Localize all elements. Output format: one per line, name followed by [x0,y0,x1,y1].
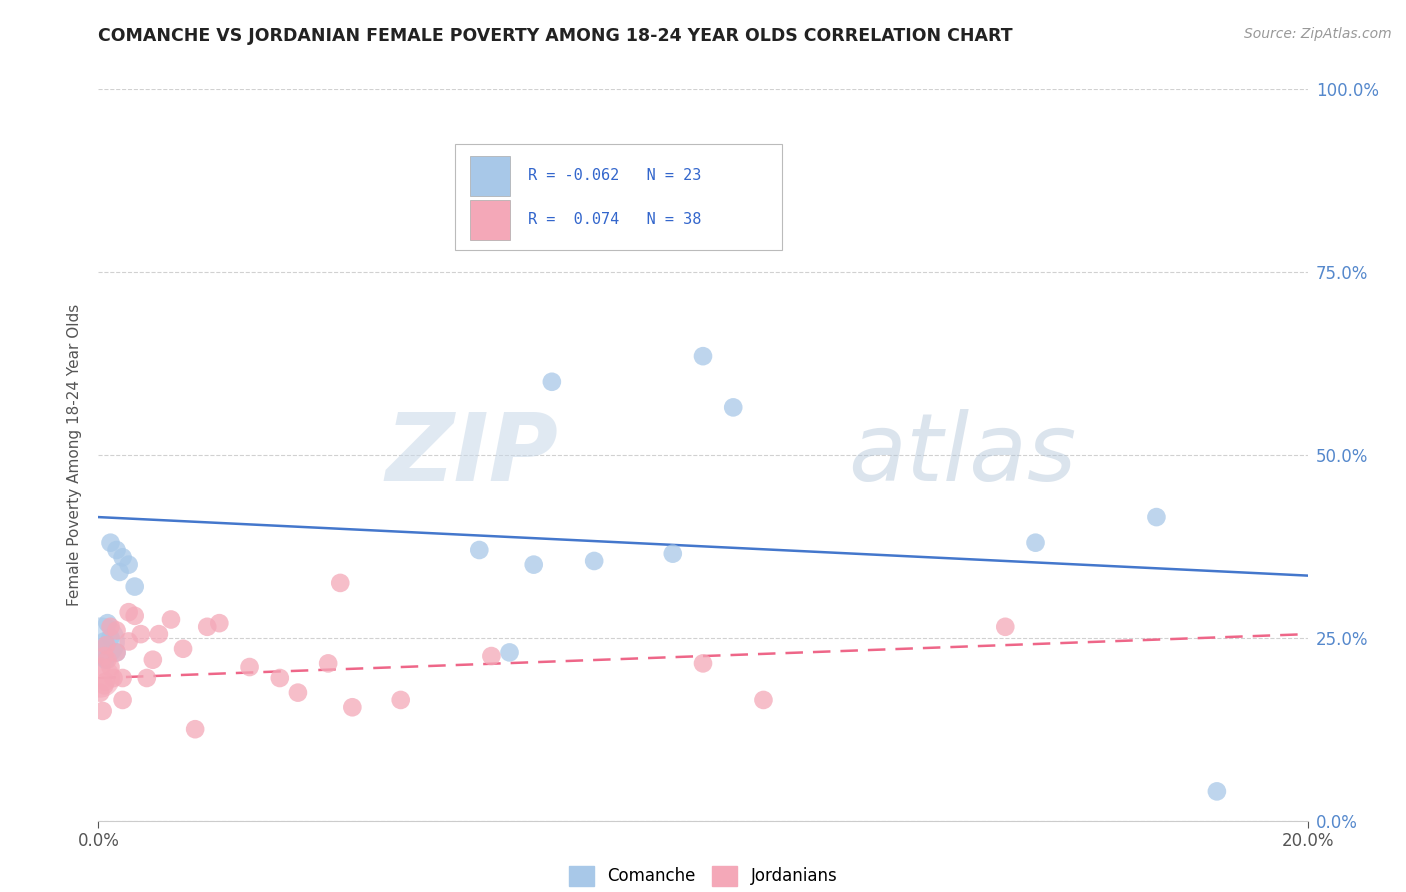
Point [90,634,112,648]
Text: atlas: atlas [848,409,1077,500]
Point [129,627,152,641]
Point [184,723,207,737]
Text: R =  0.074   N = 38: R = 0.074 N = 38 [527,212,702,227]
Point [160,613,183,627]
Bar [470,156,509,196]
Point [1206,784,1229,798]
Point [239,660,262,674]
Point [523,558,546,572]
Point [118,634,141,648]
Point [100,631,122,645]
Point [91,641,114,656]
Point [96,616,118,631]
Point [1144,510,1167,524]
Point [93,634,115,648]
Point [329,576,352,591]
Point [148,627,170,641]
Point [124,608,146,623]
Point [118,605,141,619]
FancyBboxPatch shape [456,144,782,250]
Point [111,671,134,685]
Point [105,543,128,558]
Bar [470,200,509,240]
Point [93,678,115,692]
Point [540,375,562,389]
Point [89,686,111,700]
Point [105,645,128,659]
Point [89,671,111,685]
Point [93,649,115,664]
Point [118,558,141,572]
Point [692,349,714,363]
Point [142,653,165,667]
Point [91,704,114,718]
Text: ZIP: ZIP [385,409,558,501]
Point [389,693,412,707]
Point [103,671,125,685]
Point [111,550,134,565]
Point [124,580,146,594]
Point [342,700,364,714]
Point [316,657,339,671]
Point [100,660,122,674]
Point [468,543,491,558]
Point [135,671,157,685]
Point [172,641,194,656]
Point [105,624,128,638]
Point [111,693,134,707]
Point [105,645,128,659]
Point [287,686,309,700]
Text: R = -0.062   N = 23: R = -0.062 N = 23 [527,169,702,184]
Point [723,401,745,415]
Point [195,620,218,634]
Point [692,657,714,671]
Point [96,653,118,667]
Legend: Comanche, Jordanians: Comanche, Jordanians [562,859,844,892]
Point [96,638,118,652]
Point [90,660,112,674]
Point [100,620,122,634]
Point [208,616,231,631]
Point [94,653,117,667]
Point [481,649,503,664]
Point [752,693,775,707]
Point [1024,535,1046,549]
Y-axis label: Female Poverty Among 18-24 Year Olds: Female Poverty Among 18-24 Year Olds [67,304,83,606]
Point [662,547,685,561]
Point [100,535,122,549]
Point [498,645,520,659]
Text: Source: ZipAtlas.com: Source: ZipAtlas.com [1244,27,1392,41]
Point [94,674,117,689]
Point [994,620,1017,634]
Point [269,671,291,685]
Point [583,554,606,568]
Point [108,565,131,579]
Text: COMANCHE VS JORDANIAN FEMALE POVERTY AMONG 18-24 YEAR OLDS CORRELATION CHART: COMANCHE VS JORDANIAN FEMALE POVERTY AMO… [98,27,1014,45]
